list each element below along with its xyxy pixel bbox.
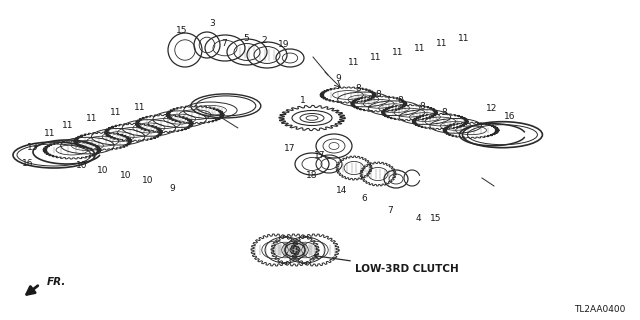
- Text: 11: 11: [86, 114, 98, 123]
- Text: 5: 5: [243, 34, 249, 43]
- Text: 18: 18: [307, 171, 317, 180]
- Text: 11: 11: [134, 102, 146, 111]
- Text: 10: 10: [97, 165, 109, 174]
- Text: 6: 6: [361, 194, 367, 203]
- Text: 16: 16: [504, 111, 516, 121]
- Text: 1: 1: [300, 95, 306, 105]
- Text: 12: 12: [486, 103, 498, 113]
- Text: 13: 13: [28, 142, 39, 151]
- Text: 11: 11: [458, 34, 470, 43]
- Text: 11: 11: [62, 121, 74, 130]
- Text: 15: 15: [430, 213, 442, 222]
- Text: TL2AA0400: TL2AA0400: [573, 306, 625, 315]
- Text: 3: 3: [209, 19, 215, 28]
- Text: 9: 9: [169, 183, 175, 193]
- Text: 11: 11: [414, 44, 426, 52]
- Text: 10: 10: [142, 175, 154, 185]
- Text: 4: 4: [415, 213, 421, 222]
- Text: 10: 10: [76, 161, 88, 170]
- Text: 11: 11: [348, 58, 360, 67]
- Text: 10: 10: [120, 171, 132, 180]
- Text: 11: 11: [44, 129, 56, 138]
- Text: 11: 11: [392, 47, 404, 57]
- Text: FR.: FR.: [47, 277, 67, 287]
- Text: 17: 17: [314, 150, 326, 159]
- Text: 14: 14: [336, 186, 348, 195]
- Text: 8: 8: [355, 84, 361, 92]
- Text: 17: 17: [284, 143, 296, 153]
- Text: 7: 7: [221, 38, 227, 47]
- Text: 11: 11: [371, 52, 381, 61]
- Text: 15: 15: [176, 26, 188, 35]
- Text: 19: 19: [278, 39, 290, 49]
- Text: 8: 8: [419, 101, 425, 110]
- Text: 11: 11: [110, 108, 122, 116]
- Text: LOW-3RD CLUTCH: LOW-3RD CLUTCH: [314, 254, 459, 274]
- Text: 11: 11: [436, 38, 448, 47]
- Text: 7: 7: [387, 205, 393, 214]
- Text: 16: 16: [22, 158, 34, 167]
- Text: 8: 8: [397, 95, 403, 105]
- Text: 9: 9: [335, 74, 341, 83]
- Text: 8: 8: [441, 108, 447, 116]
- Text: 8: 8: [375, 90, 381, 99]
- Text: 2: 2: [261, 36, 267, 44]
